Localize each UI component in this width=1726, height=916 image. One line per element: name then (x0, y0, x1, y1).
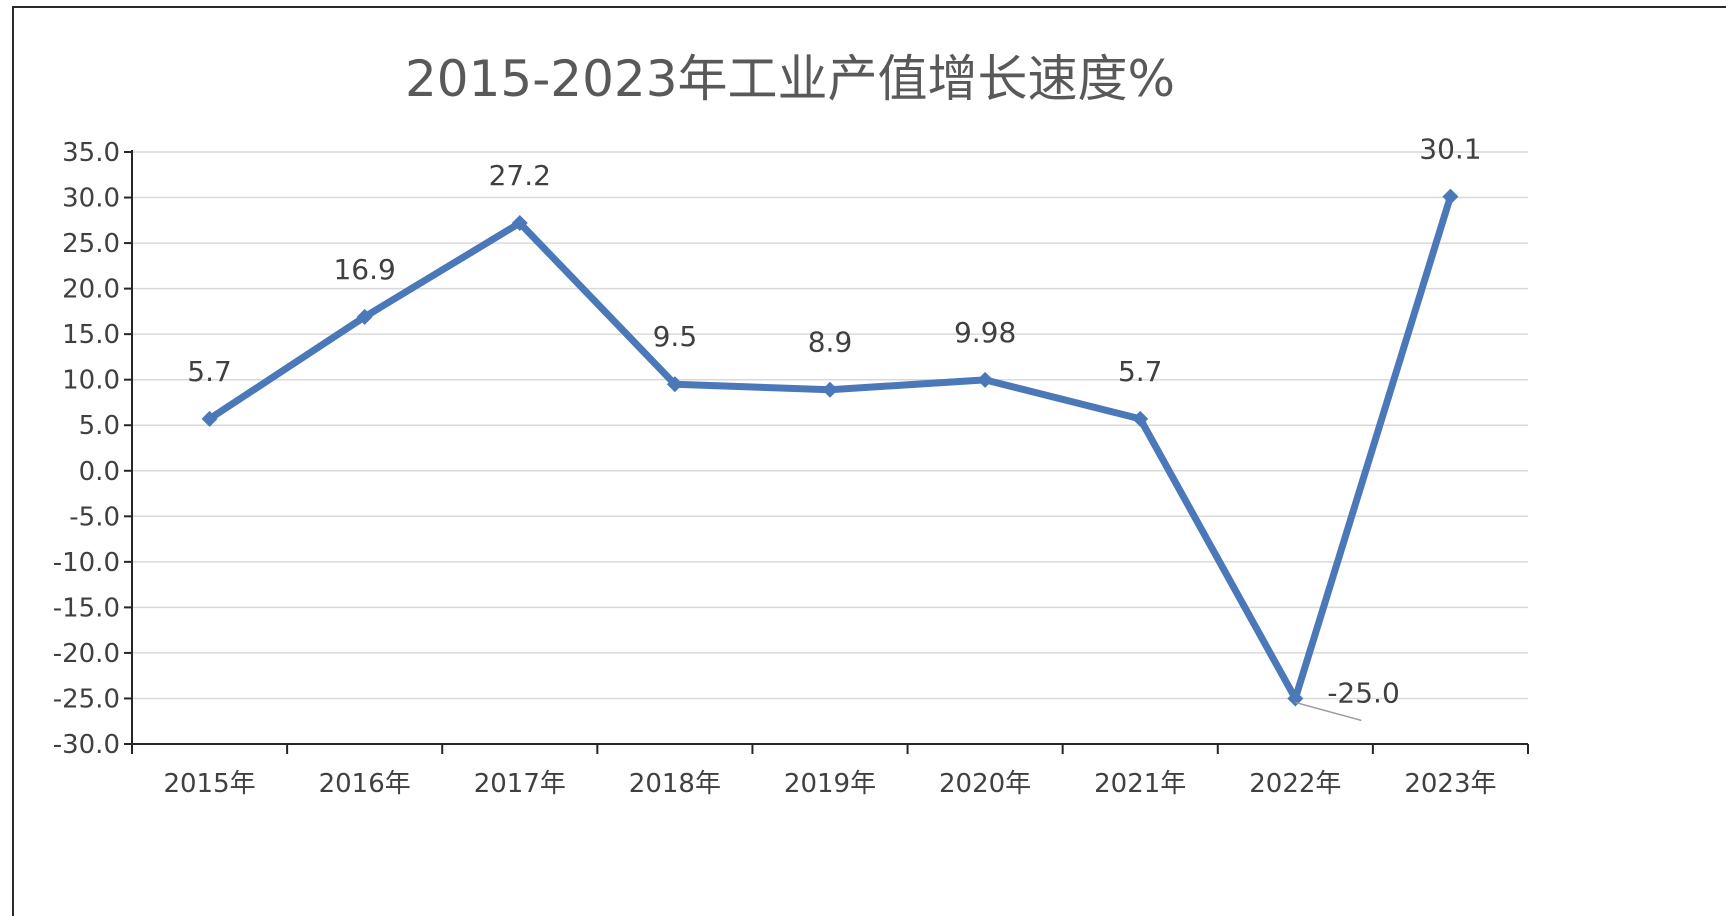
data-label: 16.9 (333, 253, 395, 286)
y-tick-label: -20.0 (53, 639, 120, 669)
data-label: -25.0 (1327, 676, 1399, 709)
x-tick-label: 2019年 (784, 769, 876, 799)
y-tick-label: -5.0 (69, 502, 120, 532)
x-tick-label: 2022年 (1249, 769, 1341, 799)
data-label: 27.2 (489, 159, 551, 192)
chart-frame: 2015-2023年工业产值增长速度% 35.0 30.0 25.0 20.0 15.0… (12, 6, 1726, 916)
data-label: 5.7 (1118, 355, 1163, 388)
y-tick-label: 5.0 (79, 411, 120, 441)
x-tick-label: 2021年 (1094, 769, 1186, 799)
x-axis-tick-labels: 2015年 2016年 2017年 2018年 2019年 2020年 2021年 2022年… (163, 769, 1496, 799)
gridlines (132, 151, 1528, 745)
x-tick-label: 2015年 (163, 769, 255, 799)
y-tick-label: -10.0 (53, 548, 120, 578)
data-label: 5.7 (187, 355, 232, 388)
y-tick-label: 0.0 (79, 457, 120, 487)
y-tick-label: -15.0 (53, 593, 120, 623)
y-tick-label: 10.0 (62, 366, 120, 396)
data-point (201, 410, 218, 427)
x-tick-label: 2020年 (939, 769, 1031, 799)
y-tick-label: 15.0 (62, 320, 120, 350)
data-point (1132, 410, 1149, 427)
y-tick-label: -25.0 (53, 684, 120, 714)
line-chart: 2015-2023年工业产值增长速度% 35.0 30.0 25.0 20.0 15.0… (53, 50, 1529, 799)
data-point (356, 308, 373, 325)
y-tick-label: 20.0 (62, 275, 120, 305)
axes (124, 150, 1529, 754)
data-label: 9.5 (653, 320, 698, 353)
data-label: 8.9 (808, 326, 853, 359)
data-label: 30.1 (1419, 133, 1481, 166)
x-tick-label: 2023年 (1404, 769, 1496, 799)
y-tick-label: 25.0 (62, 229, 120, 259)
data-labels: 5.7 16.9 27.2 9.5 8.9 9.98 5.7 -25.0 30.1 (187, 133, 1482, 722)
data-point (666, 376, 683, 393)
y-tick-label: 30.0 (62, 184, 120, 214)
y-axis-tick-labels: 35.0 30.0 25.0 20.0 15.0 10.0 5.0 0.0 -5.0 -10.0 -… (53, 138, 120, 760)
y-tick-label: 35.0 (62, 138, 120, 168)
x-tick-label: 2016年 (319, 769, 411, 799)
y-tick-label: -30.0 (53, 730, 120, 760)
data-point (822, 381, 838, 398)
data-label: 9.98 (954, 316, 1016, 349)
data-point (977, 371, 994, 388)
data-point (1442, 188, 1459, 205)
data-label-leader-line (1295, 701, 1362, 722)
data-point (1287, 690, 1304, 707)
chart-title: 2015-2023年工业产值增长速度% (405, 50, 1175, 108)
data-series (201, 188, 1459, 707)
x-tick-label: 2018年 (629, 769, 721, 799)
x-tick-label: 2017年 (474, 769, 566, 799)
data-point (511, 215, 528, 232)
